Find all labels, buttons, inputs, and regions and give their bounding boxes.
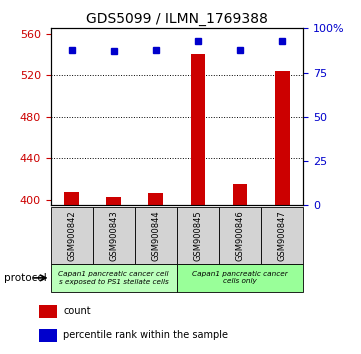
Title: GDS5099 / ILMN_1769388: GDS5099 / ILMN_1769388 bbox=[86, 12, 268, 26]
Bar bbox=[148, 193, 163, 205]
Bar bbox=[233, 184, 247, 205]
Bar bbox=[191, 55, 205, 205]
Text: percentile rank within the sample: percentile rank within the sample bbox=[63, 330, 228, 341]
Text: protocol: protocol bbox=[4, 273, 46, 283]
Bar bbox=[275, 71, 290, 205]
Bar bbox=[93, 207, 135, 264]
Text: count: count bbox=[63, 307, 91, 316]
Bar bbox=[177, 264, 303, 292]
Text: GSM900847: GSM900847 bbox=[278, 210, 287, 261]
Bar bbox=[261, 207, 303, 264]
Bar bbox=[177, 207, 219, 264]
Bar bbox=[39, 329, 57, 342]
Text: GSM900842: GSM900842 bbox=[67, 210, 76, 261]
Bar bbox=[106, 197, 121, 205]
Bar bbox=[51, 264, 177, 292]
Bar bbox=[219, 207, 261, 264]
Bar bbox=[39, 305, 57, 318]
Text: GSM900843: GSM900843 bbox=[109, 210, 118, 261]
Text: GSM900844: GSM900844 bbox=[151, 210, 160, 261]
Text: Capan1 pancreatic cancer cell
s exposed to PS1 stellate cells: Capan1 pancreatic cancer cell s exposed … bbox=[58, 271, 169, 285]
Bar bbox=[64, 192, 79, 205]
Text: GSM900845: GSM900845 bbox=[193, 210, 203, 261]
Bar bbox=[51, 207, 93, 264]
Text: Capan1 pancreatic cancer
cells only: Capan1 pancreatic cancer cells only bbox=[192, 271, 288, 285]
Bar bbox=[135, 207, 177, 264]
Text: GSM900846: GSM900846 bbox=[236, 210, 244, 261]
